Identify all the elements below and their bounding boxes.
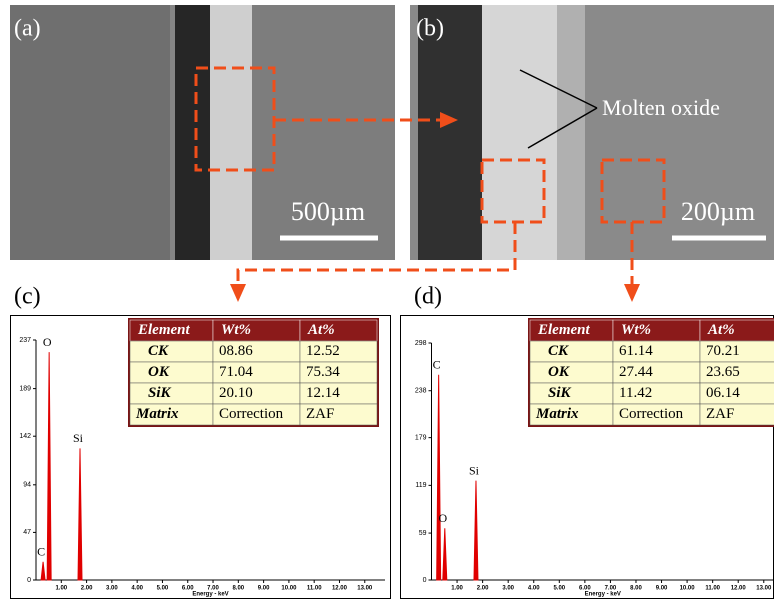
table-cell-text: CK <box>148 343 169 359</box>
y-tick-label: 142 <box>19 433 31 440</box>
scale-bar-label: 500µm <box>291 197 365 226</box>
panel-label: (d) <box>414 284 442 310</box>
x-tick-label: 3.00 <box>106 586 118 592</box>
table-cell-text: 27.44 <box>619 364 653 380</box>
table-header: Wt% <box>621 322 651 338</box>
dark-band <box>418 5 482 260</box>
table-header: Element <box>137 322 190 338</box>
table-cell-text: 70.21 <box>706 343 740 359</box>
table-cell-text: 71.04 <box>219 364 253 380</box>
arrow-head <box>230 284 246 302</box>
dark-band <box>175 5 210 260</box>
peak <box>47 352 51 580</box>
figure: Molten oxide 500µm 200µm (a) (b) (c) 0 47 9… <box>0 0 774 605</box>
table-cell-text: Matrix <box>135 406 179 422</box>
table-cell-text: 75.34 <box>306 364 340 380</box>
table-cell-text: ZAF <box>306 406 334 422</box>
table-cell-text: SiK <box>548 385 572 401</box>
panel-label: (a) <box>14 16 41 42</box>
peak-label: C <box>433 358 441 372</box>
peak-label: O <box>43 335 52 349</box>
arrow-head <box>624 284 640 302</box>
y-tick-label: 59 <box>419 530 427 537</box>
table-cell <box>530 383 613 404</box>
table-cell-text: CK <box>548 343 569 359</box>
table-cell-text: OK <box>148 364 170 380</box>
x-tick-label: 9.00 <box>258 586 270 592</box>
table-cell-text: 23.65 <box>706 364 740 380</box>
x-tick-label: 3.00 <box>502 586 514 592</box>
table-header: Element <box>537 322 590 338</box>
table-cell-text: 20.10 <box>219 385 253 401</box>
table-header: At% <box>307 322 335 338</box>
table-cell-text: Matrix <box>535 406 579 422</box>
x-tick-label: 11.00 <box>307 586 322 592</box>
y-tick-label: 94 <box>23 482 31 489</box>
x-tick-label: 5.00 <box>553 586 565 592</box>
x-tick-label: 12.00 <box>731 586 747 592</box>
table-cell-text: 12.14 <box>306 385 340 401</box>
table-cell-text: 61.14 <box>619 343 653 359</box>
x-tick-label: 4.00 <box>528 586 540 592</box>
texture <box>10 5 170 260</box>
annotation: Molten oxide <box>602 95 720 120</box>
x-tick-label: 13.00 <box>756 586 772 592</box>
y-tick-label: 47 <box>23 529 31 536</box>
x-tick-label: 1.00 <box>55 586 67 592</box>
y-tick-label: 189 <box>19 385 31 392</box>
table-header: At% <box>707 322 735 338</box>
x-tick-label: 5.00 <box>157 586 169 592</box>
y-tick-label: 238 <box>415 388 427 395</box>
transition-band <box>557 5 585 260</box>
bright-band <box>210 5 252 260</box>
peak-label: Si <box>469 463 480 477</box>
y-tick-label: 119 <box>415 482 426 489</box>
peak <box>78 448 82 580</box>
table-cell-text: OK <box>548 364 570 380</box>
table-cell <box>130 341 213 362</box>
peak-label: C <box>37 545 45 559</box>
table-cell-text: Correction <box>619 406 684 422</box>
y-tick-label: 237 <box>19 337 31 344</box>
x-tick-label: 2.00 <box>81 586 93 592</box>
peak <box>474 481 478 580</box>
x-tick-label: 8.00 <box>232 586 244 592</box>
peak <box>443 528 447 580</box>
peak-label: Si <box>73 431 84 445</box>
table-cell <box>530 362 613 383</box>
panel-label: (c) <box>14 284 41 310</box>
x-tick-label: 11.00 <box>705 586 720 592</box>
x-tick-label: 10.00 <box>281 586 297 592</box>
table-cell <box>130 383 213 404</box>
table-cell-text: 12.52 <box>306 343 340 359</box>
table-cell-text: Correction <box>219 406 284 422</box>
x-tick-label: 1.00 <box>451 586 463 592</box>
table-cell-text: ZAF <box>706 406 734 422</box>
x-tick-label: 13.00 <box>357 586 373 592</box>
peak <box>41 562 45 580</box>
table-cell-text: 11.42 <box>619 385 652 401</box>
x-tick-label: 8.00 <box>630 586 642 592</box>
x-tick-label: 9.00 <box>656 586 668 592</box>
y-tick-label: 0 <box>423 577 427 584</box>
y-tick-label: 298 <box>415 340 427 347</box>
table-cell-text: SiK <box>148 385 172 401</box>
peak <box>437 375 441 580</box>
table-cell <box>530 341 613 362</box>
y-tick-label: 0 <box>27 577 31 584</box>
panel-label: (b) <box>416 16 444 42</box>
x-tick-label: 10.00 <box>680 586 696 592</box>
scale-bar-label: 200µm <box>681 197 755 226</box>
table-cell-text: 06.14 <box>706 385 740 401</box>
table-cell-text: 08.86 <box>219 343 253 359</box>
table-header: Wt% <box>221 322 251 338</box>
x-axis-label: Energy - keV <box>585 592 621 598</box>
x-tick-label: 4.00 <box>131 586 143 592</box>
x-tick-label: 12.00 <box>332 586 348 592</box>
x-axis-label: Energy - keV <box>192 592 228 598</box>
x-tick-label: 2.00 <box>477 586 489 592</box>
peak-label: O <box>438 511 447 525</box>
y-tick-label: 179 <box>415 434 427 441</box>
table-cell <box>130 362 213 383</box>
